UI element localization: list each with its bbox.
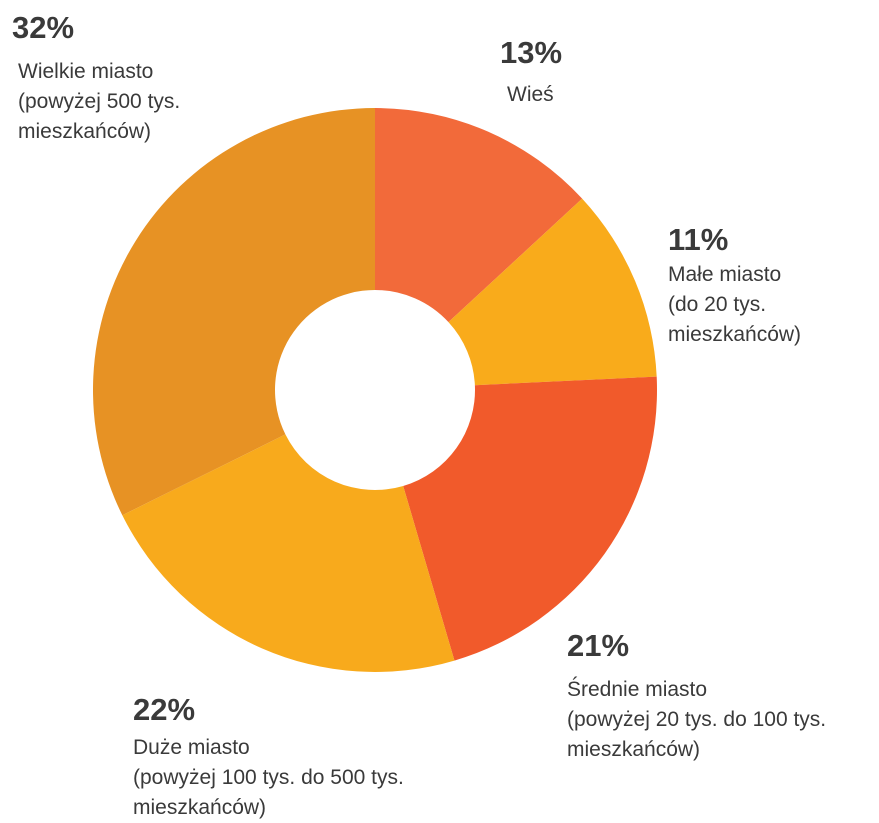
donut-slice (375, 108, 583, 323)
donut-slice (403, 376, 658, 661)
category-label: Duże miasto (powyżej 100 tys. do 500 tys… (133, 736, 404, 819)
value-label: 32% (12, 10, 75, 45)
category-label: Wielkie miasto (powyżej 500 tys. mieszka… (18, 60, 181, 143)
donut-slice (93, 108, 375, 516)
value-label: 22% (133, 692, 196, 727)
donut-slice (448, 198, 657, 386)
value-label: 11% (668, 222, 729, 257)
category-label: Średnie miasto (powyżej 20 tys. do 100 t… (567, 678, 827, 761)
category-label: Wieś (507, 83, 554, 106)
value-label: 13% (500, 35, 563, 70)
value-label: 21% (567, 628, 630, 663)
category-label: Małe miasto (do 20 tys. mieszkańców) (668, 263, 802, 346)
donut-slice (122, 434, 455, 672)
